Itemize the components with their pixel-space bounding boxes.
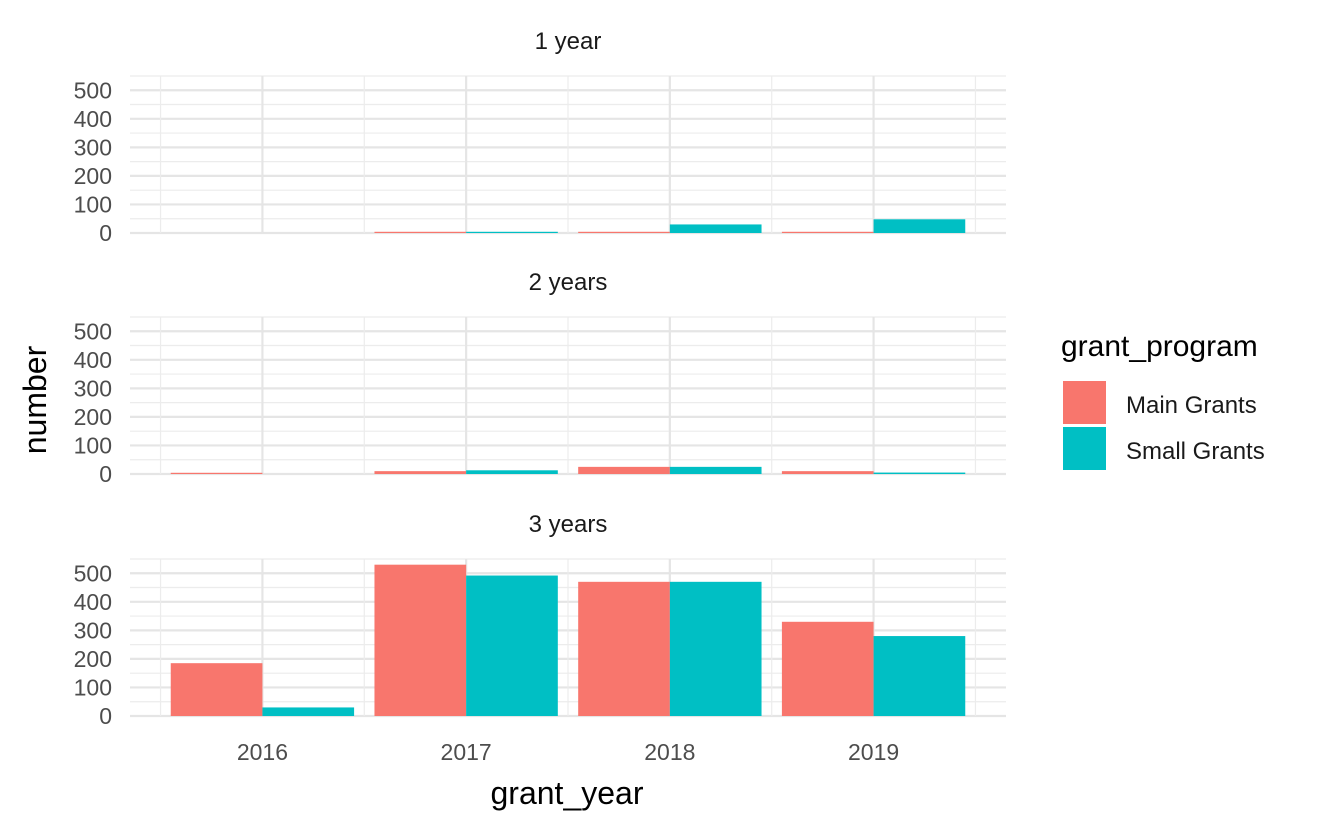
legend-swatch-main-grants <box>1063 381 1106 424</box>
bar-main-grants <box>374 231 467 233</box>
legend-swatch-small-grants <box>1063 427 1106 470</box>
bar-small-grants <box>873 219 966 233</box>
bar-main-grants <box>578 231 670 233</box>
y-tick-label: 300 <box>74 375 112 401</box>
legend-title: grant_program <box>1061 330 1258 363</box>
bar-main-grants <box>374 564 467 716</box>
legend-label-main-grants: Main Grants <box>1126 392 1257 419</box>
y-axis-title: number <box>17 345 53 454</box>
bar-small-grants <box>466 231 558 233</box>
bar-small-grants <box>873 472 966 474</box>
bar-main-grants <box>578 466 670 474</box>
x-tick-label: 2018 <box>644 739 695 765</box>
legend: grant_program Main Grants Small Grants <box>1061 330 1265 470</box>
y-tick-label: 100 <box>74 191 112 217</box>
y-tick-label: 0 <box>99 220 112 246</box>
x-tick-label: 2016 <box>237 739 288 765</box>
bar-main-grants <box>781 621 874 716</box>
y-tick-label: 200 <box>74 404 112 430</box>
y-tick-label: 500 <box>74 77 112 103</box>
y-tick-label: 300 <box>74 617 112 643</box>
bar-small-grants <box>669 466 762 474</box>
y-tick-label: 400 <box>74 347 112 373</box>
bar-small-grants <box>466 575 558 716</box>
bar-small-grants <box>262 707 355 716</box>
y-tick-label: 0 <box>99 703 112 729</box>
bar-main-grants <box>374 471 467 474</box>
y-tick-label: 200 <box>74 646 112 672</box>
y-tick-label: 400 <box>74 106 112 132</box>
bar-small-grants <box>669 581 762 716</box>
bar-small-grants <box>669 224 762 233</box>
y-tick-label: 100 <box>74 674 112 700</box>
y-tick-label: 500 <box>74 318 112 344</box>
bar-main-grants <box>170 663 263 716</box>
legend-label-small-grants: Small Grants <box>1126 438 1265 465</box>
y-tick-label: 300 <box>74 134 112 160</box>
x-axis-title: grant_year <box>491 775 644 811</box>
y-tick-label: 500 <box>74 560 112 586</box>
y-tick-label: 100 <box>74 432 112 458</box>
facet-title: 2 years <box>529 269 608 296</box>
bar-main-grants <box>170 472 263 474</box>
bar-main-grants <box>781 231 874 233</box>
facet-title: 3 years <box>529 511 608 538</box>
facet-title: 1 year <box>535 28 602 55</box>
bar-small-grants <box>466 470 558 474</box>
y-tick-label: 200 <box>74 163 112 189</box>
y-tick-label: 0 <box>99 461 112 487</box>
bar-main-grants <box>781 471 874 474</box>
bar-small-grants <box>873 636 966 716</box>
x-tick-label: 2017 <box>441 739 492 765</box>
x-tick-label: 2019 <box>848 739 899 765</box>
y-tick-label: 400 <box>74 589 112 615</box>
bar-main-grants <box>578 581 670 716</box>
